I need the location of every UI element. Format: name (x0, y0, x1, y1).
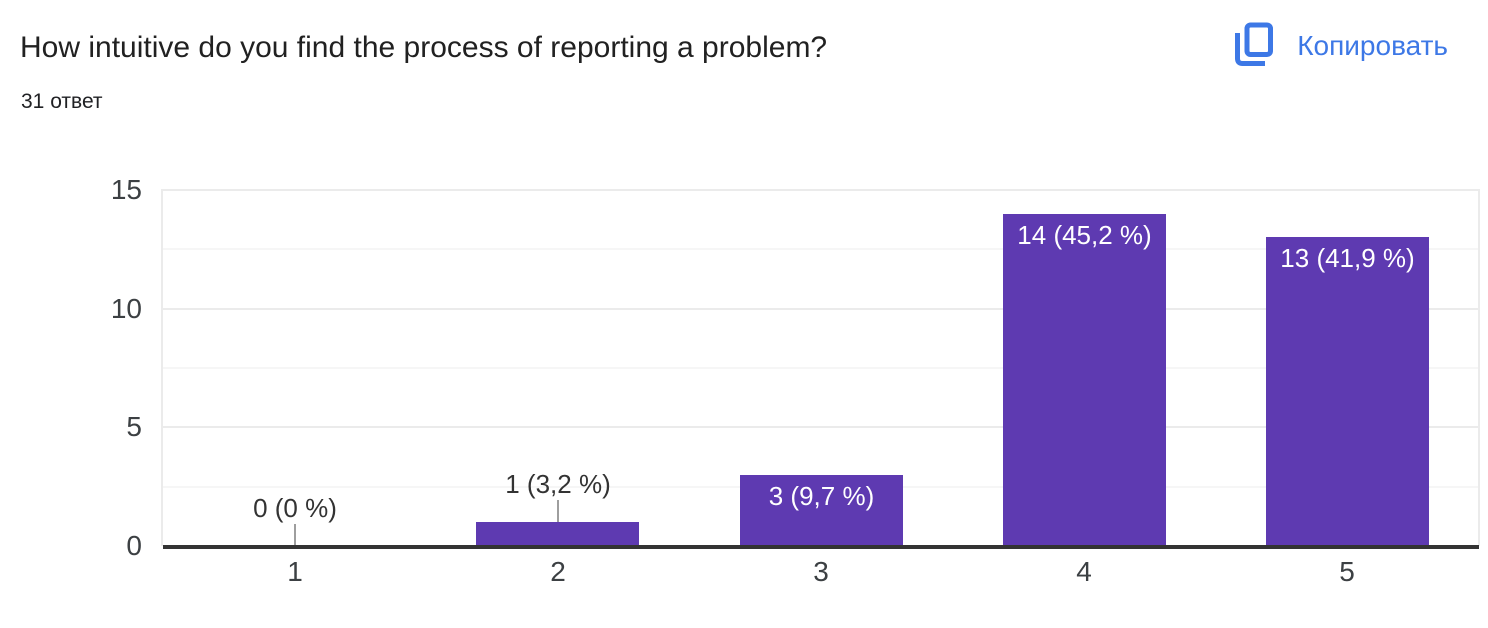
y-tick-label: 15 (110, 174, 142, 205)
x-tick-label: 1 (287, 556, 303, 587)
annotation-stem (557, 500, 559, 522)
bar-annotation: 14 (45,2 %) (1017, 220, 1152, 250)
bar (476, 522, 639, 546)
responses-count: 31 ответ (21, 90, 103, 113)
bar (740, 475, 903, 546)
minor-gridline (163, 248, 1479, 250)
x-tick-label: 2 (550, 556, 566, 587)
minor-gridline (163, 367, 1479, 369)
bar (1003, 214, 1166, 546)
x-tick-label: 4 (1076, 556, 1092, 587)
bar-annotation: 3 (9,7 %) (768, 481, 875, 511)
x-tick-label: 5 (1339, 556, 1355, 587)
y-tick-label: 0 (126, 530, 142, 561)
bar-annotation: 13 (41,9 %) (1280, 243, 1415, 273)
major-gridline (163, 426, 1479, 428)
y-tick-label: 5 (126, 411, 142, 442)
question-title: How intuitive do you find the process of… (20, 31, 828, 64)
y-tick-label: 10 (110, 293, 142, 324)
plot-right-border (1478, 189, 1480, 546)
x-tick-label: 3 (813, 556, 829, 587)
x-axis-line (163, 545, 1479, 549)
bar-annotation: 0 (0 %) (253, 493, 337, 523)
copy-icon (1233, 22, 1274, 70)
major-gridline (163, 189, 1479, 191)
plot-left-border (161, 189, 163, 546)
copy-button[interactable]: Копировать (1227, 16, 1454, 76)
copy-button-label: Копировать (1297, 30, 1448, 61)
annotation-stem (294, 524, 296, 546)
bar-annotation: 1 (3,2 %) (505, 469, 611, 499)
bar (1266, 237, 1429, 546)
major-gridline (163, 308, 1479, 310)
